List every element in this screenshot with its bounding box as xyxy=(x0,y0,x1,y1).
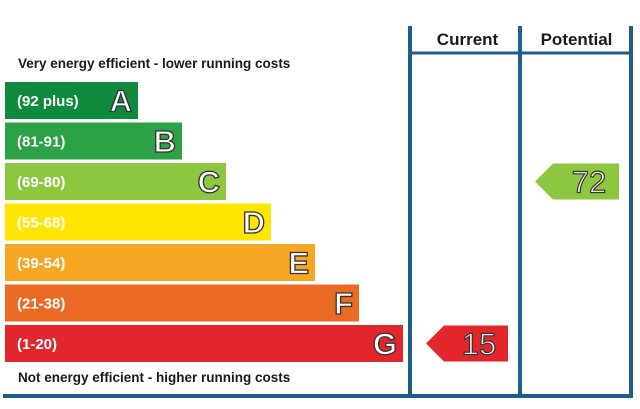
band-bar-c xyxy=(5,163,226,200)
band-letter-g: G xyxy=(373,327,397,362)
band-letter-b: B xyxy=(154,124,176,159)
band-letter-f: F xyxy=(334,286,353,321)
current-rating-arrow xyxy=(426,325,508,362)
band-bar-a xyxy=(5,82,138,119)
band-letter-a: A xyxy=(110,84,132,119)
band-bar-b xyxy=(5,122,182,160)
band-range-g: (1-20) xyxy=(17,336,57,353)
band-range-b: (81-91) xyxy=(17,134,65,151)
bottom-caption: Not energy efficient - higher running co… xyxy=(18,370,291,385)
band-range-f: (21-38) xyxy=(17,296,65,313)
top-caption: Very energy efficient - lower running co… xyxy=(18,56,291,71)
potential-column-header: Potential xyxy=(540,30,613,49)
band-letter-d: D xyxy=(243,205,265,240)
band-bar-g xyxy=(5,325,403,362)
band-range-a: (92 plus) xyxy=(17,93,79,110)
band-range-c: (69-80) xyxy=(17,174,65,191)
band-range-d: (55-68) xyxy=(17,215,65,232)
band-bar-f xyxy=(5,284,359,322)
potential-rating-value: 72 xyxy=(572,165,606,200)
current-column-header: Current xyxy=(436,30,499,49)
current-rating-value: 15 xyxy=(462,327,496,362)
band-bar-d xyxy=(5,203,271,241)
band-bar-e xyxy=(5,244,315,281)
potential-rating-arrow xyxy=(535,163,619,200)
band-letter-e: E xyxy=(288,246,309,281)
band-range-e: (39-54) xyxy=(17,255,65,272)
band-letter-c: C xyxy=(198,165,220,200)
